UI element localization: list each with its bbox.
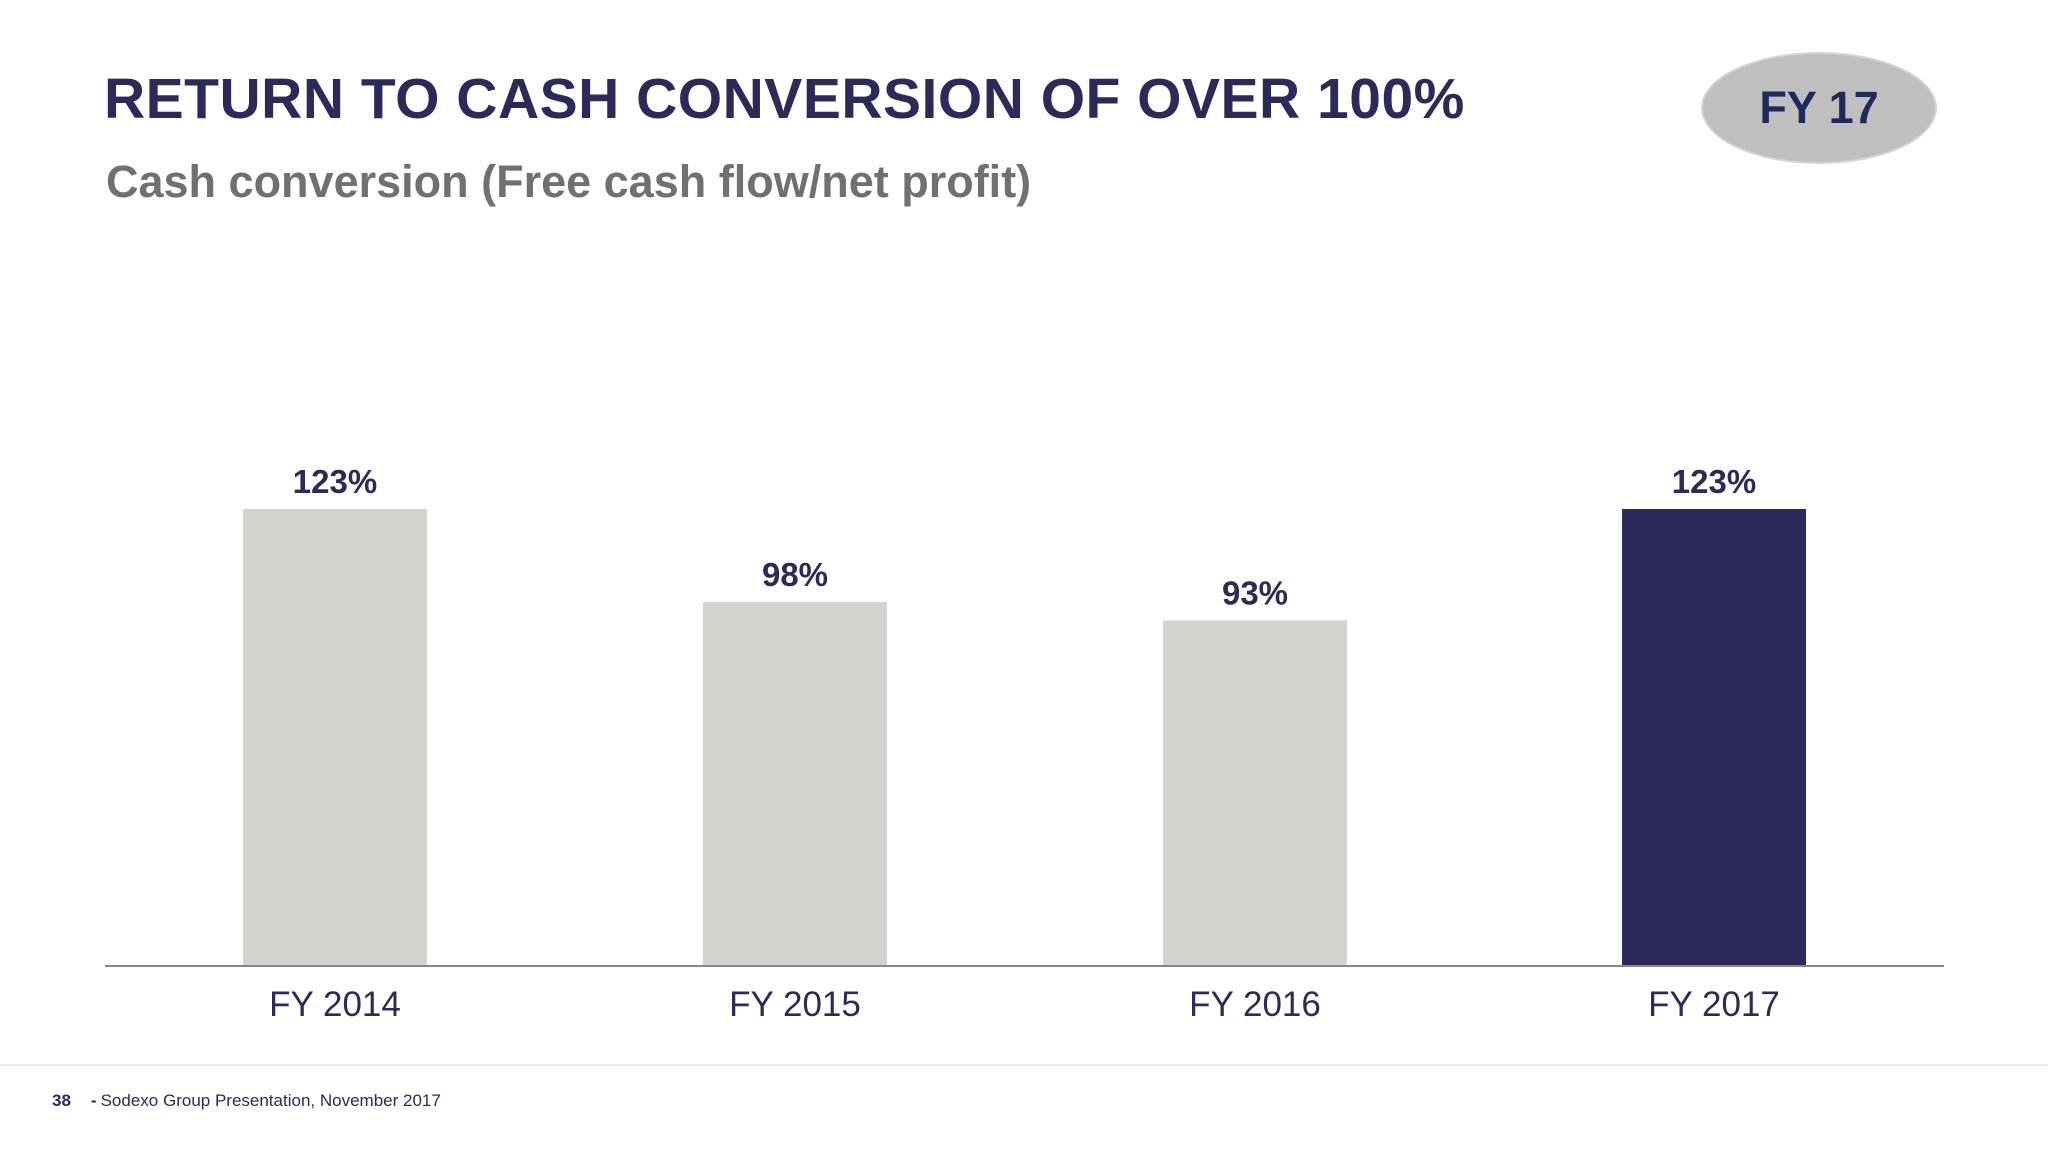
bar-fy-2014 <box>243 509 427 966</box>
fy-badge: FY 17 <box>1701 52 1937 164</box>
footer-text: Sodexo Group Presentation, November 2017 <box>100 1091 441 1110</box>
footer: 38- Sodexo Group Presentation, November 2… <box>52 1091 441 1111</box>
category-label: FY 2014 <box>269 985 401 1024</box>
value-label: 93% <box>1222 574 1288 611</box>
category-label: FY 2016 <box>1189 985 1321 1024</box>
cash-conversion-bar-chart: 123%98%93%123% FY 2014 FY 2015 FY 2016 FY 2… <box>105 463 1944 1024</box>
footer-separator: - <box>90 1091 97 1110</box>
footer-divider <box>0 1064 2048 1066</box>
value-labels-group: 123% 98% 93% 123% <box>293 463 1756 611</box>
bars-group <box>243 509 1806 966</box>
slide-title: RETURN TO CASH CONVERSION OF OVER 100% <box>104 67 1465 131</box>
page-number: 38 <box>52 1091 71 1110</box>
category-label: FY 2017 <box>1648 985 1780 1024</box>
category-labels-group: FY 2014 FY 2015 FY 2016 FY 2017 <box>269 985 1780 1024</box>
value-label: 123% <box>293 463 377 500</box>
bar-fy-2015 <box>703 601 887 966</box>
bar-fy-2016 <box>1163 620 1347 966</box>
value-label: 123% <box>1672 463 1756 500</box>
bar-fy-2017 <box>1622 509 1806 966</box>
slide-subtitle: Cash conversion (Free cash flow/net prof… <box>106 156 1032 207</box>
value-label: 98% <box>762 556 828 593</box>
fy-badge-label: FY 17 <box>1759 82 1879 133</box>
category-label: FY 2015 <box>729 985 861 1024</box>
